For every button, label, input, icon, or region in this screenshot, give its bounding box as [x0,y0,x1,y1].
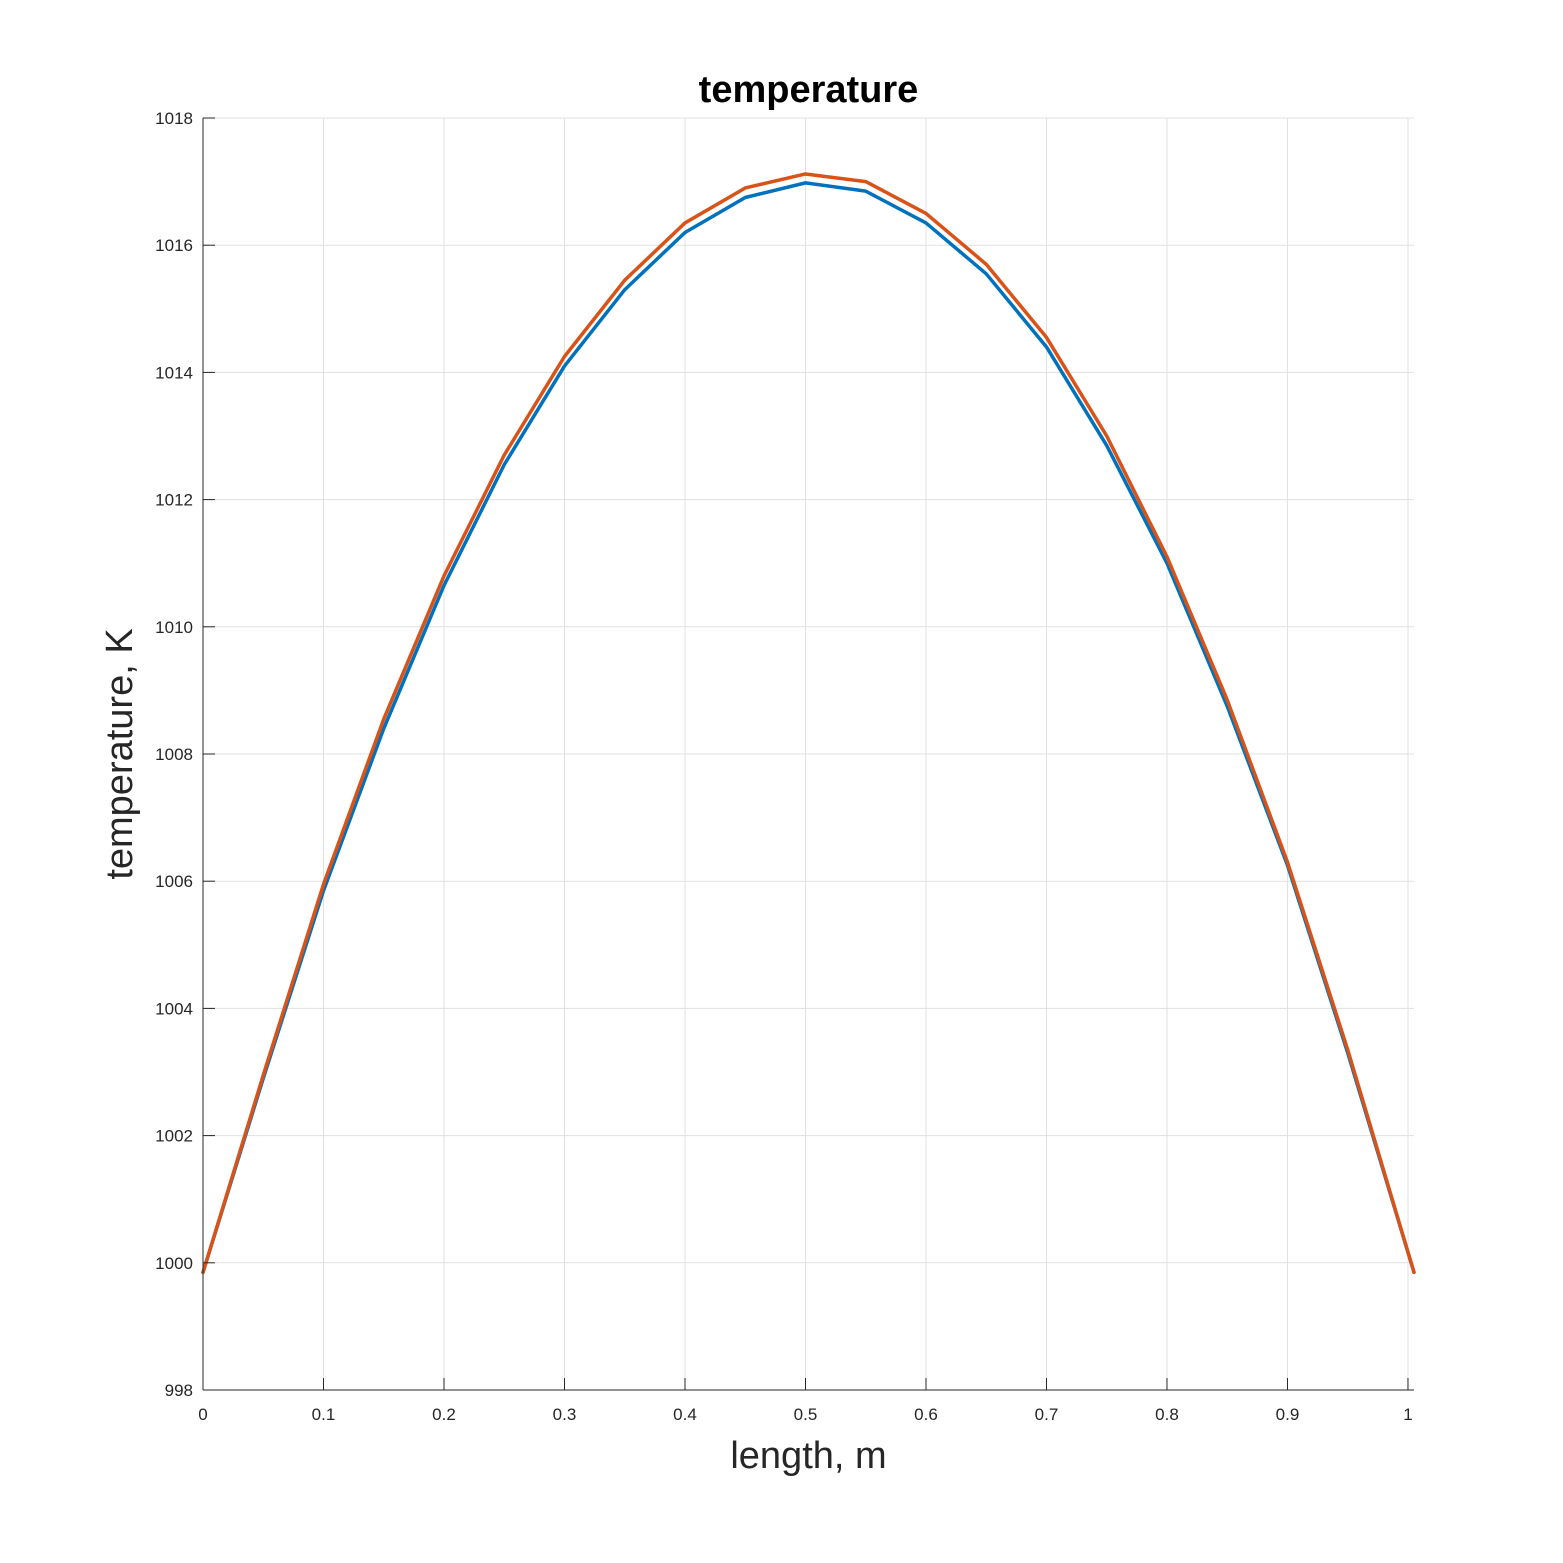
chart-title: temperature [699,69,919,111]
y-tick-label: 1008 [155,745,193,764]
x-tick-label: 0.1 [312,1405,336,1424]
y-tick-label: 1018 [155,109,193,128]
x-tick-label: 0.4 [673,1405,697,1424]
series-line-2 [201,172,1416,1275]
y-tick-label: 1012 [155,491,193,510]
tick-labels: 0 0.1 0.2 0.3 0.4 0.5 0.6 0.7 0.8 0.9 1 998 1000 1002… [155,109,1413,1424]
y-tick-label: 1000 [155,1254,193,1273]
series-layer [201,172,1416,1275]
y-tick-label: 1004 [155,999,193,1018]
y-tick-label: 1014 [155,363,193,382]
y-tick-label: 1006 [155,872,193,891]
y-tick-label: 1010 [155,618,193,637]
x-tick-label: 0.5 [794,1405,818,1424]
x-tick-label: 0.2 [432,1405,456,1424]
axes [202,117,1414,1391]
x-axis-label: length, m [730,1435,886,1477]
x-tick-label: 0.8 [1155,1405,1179,1424]
x-tick-label: 0.9 [1276,1405,1300,1424]
x-tick-label: 0.7 [1035,1405,1059,1424]
y-axis-label: temperature, K [99,628,141,879]
series-line-1 [201,181,1416,1275]
y-tick-label: 998 [165,1381,193,1400]
x-tick-label: 0.6 [914,1405,938,1424]
x-tick-label: 0.3 [553,1405,577,1424]
y-tick-label: 1016 [155,236,193,255]
x-tick-label: 0 [198,1405,207,1424]
x-tick-label: 1 [1403,1405,1412,1424]
y-tick-label: 1002 [155,1127,193,1146]
